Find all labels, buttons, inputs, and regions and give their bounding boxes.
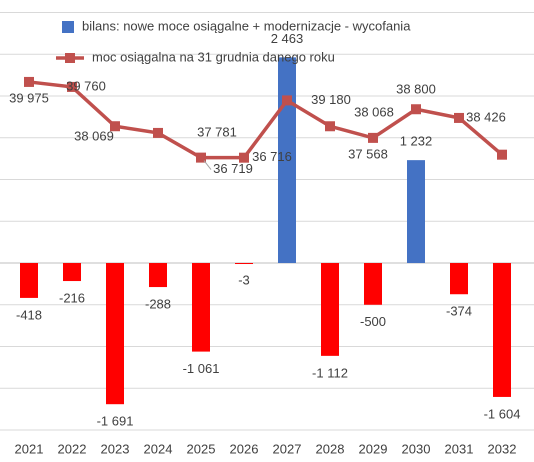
bar xyxy=(407,160,425,264)
line-marker xyxy=(411,104,421,115)
bar-value-label: -1 604 xyxy=(484,406,521,421)
bar-value-label: -288 xyxy=(145,296,171,311)
bar-value-label: -500 xyxy=(360,314,386,329)
line-marker xyxy=(282,95,292,106)
bar xyxy=(106,263,124,405)
x-tick-label: 2025 xyxy=(187,441,216,456)
line-marker xyxy=(24,76,34,87)
line-value-label: 39 760 xyxy=(66,78,106,93)
line-marker xyxy=(110,121,120,132)
x-tick-label: 2021 xyxy=(15,441,44,456)
bar xyxy=(364,263,382,305)
x-tick-label: 2031 xyxy=(445,441,474,456)
legend-label: bilans: nowe moce osiągalne + modernizac… xyxy=(82,18,411,33)
bar xyxy=(20,263,38,298)
line-marker xyxy=(239,152,249,163)
bar-value-label: -374 xyxy=(446,304,472,319)
line-value-label: 38 069 xyxy=(74,129,114,144)
line-value-label: 37 568 xyxy=(348,146,388,161)
bar-value-label: -1 691 xyxy=(97,414,134,429)
bar xyxy=(192,263,210,352)
line-marker xyxy=(153,127,163,138)
line-value-label: 38 426 xyxy=(466,109,506,124)
line-marker xyxy=(497,149,507,160)
bar-value-label: -216 xyxy=(59,290,85,305)
x-tick-label: 2024 xyxy=(144,441,173,456)
x-tick-label: 2022 xyxy=(58,441,87,456)
legend-label: moc osiągalna na 31 grudnia danego roku xyxy=(92,49,335,64)
x-tick-label: 2030 xyxy=(402,441,431,456)
line xyxy=(28,80,504,160)
x-tick-label: 2026 xyxy=(230,441,259,456)
bar xyxy=(235,263,253,265)
bar xyxy=(493,263,511,397)
bar xyxy=(321,263,339,356)
line-marker xyxy=(368,132,378,143)
line-value-label: 37 781 xyxy=(197,124,237,139)
bar-value-label: -418 xyxy=(16,307,42,322)
legend-swatch xyxy=(62,21,74,33)
line-value-label: 38 068 xyxy=(354,105,394,120)
x-tick-label: 2029 xyxy=(359,441,388,456)
legend-swatch xyxy=(65,53,75,63)
leader-line xyxy=(203,160,212,170)
bar-value-label: -1 061 xyxy=(183,361,220,376)
line-marker xyxy=(67,81,77,92)
x-tick-label: 2028 xyxy=(316,441,345,456)
line-value-label: 39 180 xyxy=(311,92,351,107)
bar-value-label: 1 232 xyxy=(400,134,433,149)
line-marker xyxy=(454,112,464,123)
line-value-label: 38 800 xyxy=(396,82,436,97)
bar xyxy=(450,263,468,295)
x-tick-label: 2032 xyxy=(488,441,517,456)
x-tick-label: 2023 xyxy=(101,441,130,456)
x-tick-label: 2027 xyxy=(273,441,302,456)
bar xyxy=(149,263,167,288)
line-value-label: 36 716 xyxy=(252,149,292,164)
line-value-label: 39 975 xyxy=(9,90,49,105)
bar-value-label: 2 463 xyxy=(271,31,304,46)
bar-value-label: -1 112 xyxy=(312,365,348,380)
bar-value-label: -3 xyxy=(238,273,250,288)
line-marker xyxy=(196,152,206,163)
bar xyxy=(63,263,81,282)
line-value-label: 36 719 xyxy=(213,161,253,176)
line-marker xyxy=(325,121,335,132)
